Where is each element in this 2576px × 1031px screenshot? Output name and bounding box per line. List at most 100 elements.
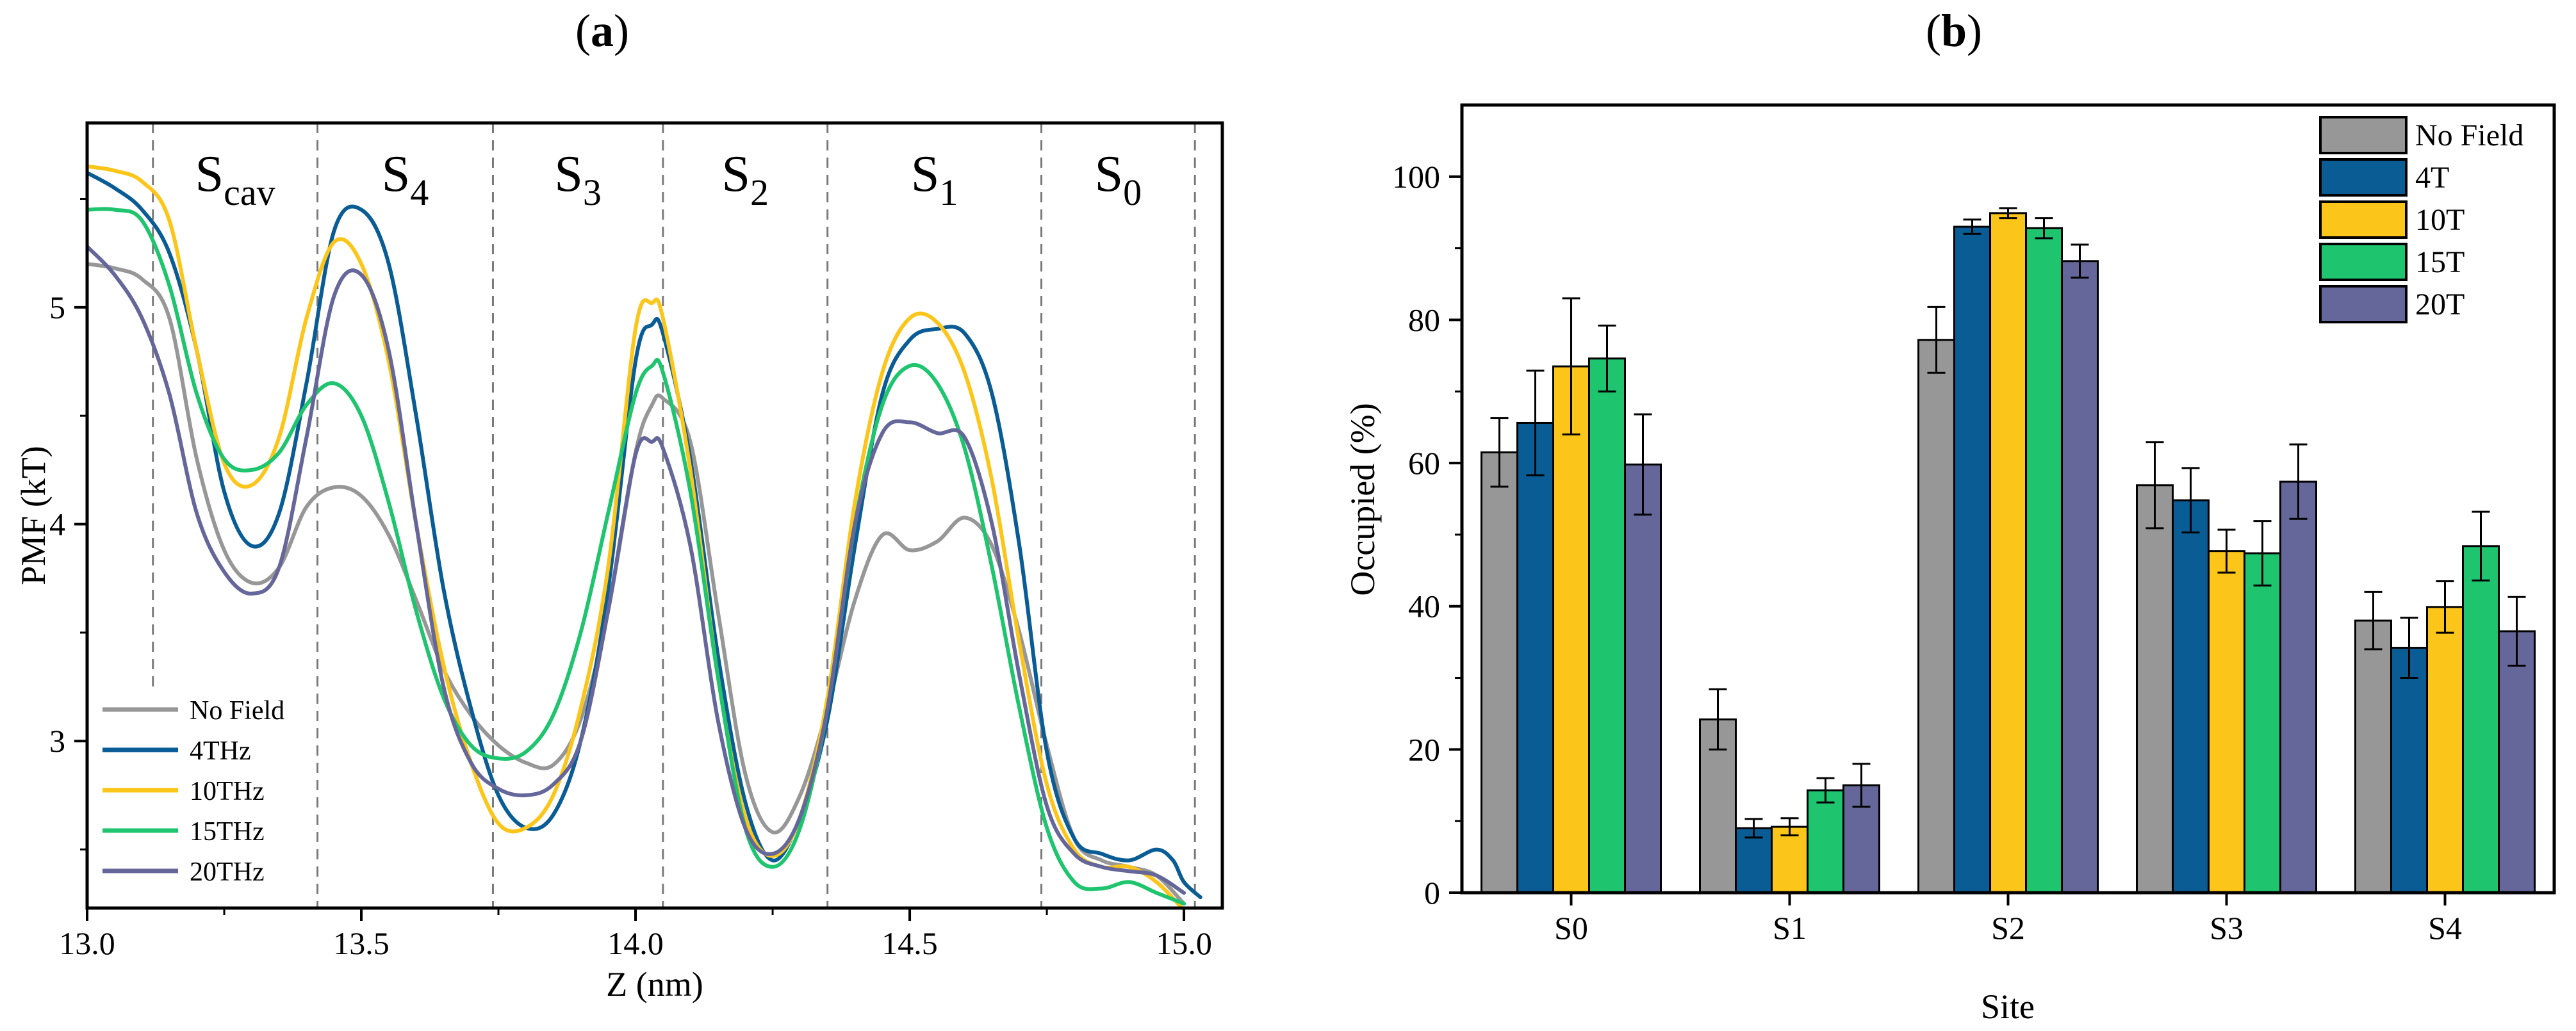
- site-label-base: S: [382, 146, 411, 202]
- bar-s3-10t: [2208, 550, 2245, 894]
- bar-s4-20t: [2498, 630, 2536, 894]
- bar-s2-4t: [1953, 225, 1991, 894]
- site-labels: Scav S4 S3 S2 S1 S0: [195, 146, 1142, 213]
- legend-swatch-15t: [2319, 243, 2408, 281]
- y-tick-label: 40: [1408, 589, 1440, 624]
- site-label-subscript: 2: [750, 172, 769, 213]
- site-label-base: S: [721, 146, 750, 202]
- panel-a-label-open: (: [575, 5, 591, 56]
- panel-a-x-axis-label: Z (nm): [606, 965, 703, 1003]
- panel-b-x-ticks: S0 S1 S2 S3 S4: [1554, 893, 2462, 946]
- y-tick-label: 20: [1408, 731, 1440, 767]
- bar-s2-20t: [2061, 260, 2099, 894]
- x-tick-label-s2: S2: [1991, 910, 2025, 946]
- site-label-s0: S0: [1095, 146, 1142, 213]
- bar-s2-no-field: [1917, 339, 1955, 894]
- site-label-s4: S4: [382, 146, 429, 213]
- panel-b-label-close: ): [1967, 5, 1982, 56]
- panel-a-label-close: ): [614, 5, 629, 56]
- bar-s2-15t: [2025, 227, 2063, 894]
- panel-b-occupancy-bar-chart: (b) S0 S1 S2 S3 S4 0 20 40 60 80 100 Site Occupie…: [1343, 5, 2556, 1026]
- y-tick-label: 60: [1408, 445, 1440, 481]
- bar-s0-15t: [1588, 357, 1626, 894]
- bar-s1-15t: [1807, 789, 1844, 894]
- legend-swatch-10t: [2319, 200, 2408, 239]
- y-tick-label: 4: [49, 507, 65, 542]
- panel-b-label-letter: b: [1941, 5, 1967, 56]
- site-boundary-lines: [152, 123, 1196, 908]
- panel-a-pmf-line-chart: (a) Scav S4 S3 S2 S1 S0 13.0 13.5 14.0 14.5 15.0 …: [14, 5, 1224, 1003]
- site-label-base: S: [554, 146, 583, 202]
- bar-s0-4t: [1516, 421, 1554, 894]
- site-label-s2: S2: [721, 146, 769, 213]
- x-tick-label: 13.5: [333, 925, 390, 961]
- bar-s4-no-field: [2354, 619, 2392, 894]
- bar-s0-10t: [1552, 365, 1590, 894]
- x-tick-label-s3: S3: [2210, 910, 2244, 946]
- panel-a-legend: No Field 4THz 10THz 15THz 20THz: [103, 696, 284, 887]
- site-label-subscript: 3: [583, 172, 602, 213]
- bar-s4-10t: [2426, 606, 2464, 894]
- site-label-subscript: 1: [939, 172, 958, 213]
- occupancy-bars: [1481, 212, 2536, 894]
- panel-a-label: (a): [575, 5, 629, 56]
- site-label-subscript: 0: [1123, 172, 1142, 213]
- bar-s3-no-field: [2136, 484, 2174, 894]
- x-tick-label-s1: S1: [1773, 910, 1807, 946]
- panel-b-label-open: (: [1926, 5, 1941, 56]
- x-tick-label-s4: S4: [2428, 910, 2462, 946]
- bar-s4-4t: [2390, 647, 2428, 894]
- panel-b-legend: No Field 4T 10T 15T 20T: [2319, 116, 2523, 323]
- pmf-line-15thz: [87, 207, 1186, 906]
- x-tick-label: 14.5: [882, 925, 938, 961]
- pmf-series-lines: [87, 164, 1202, 908]
- occupancy-error-bars: [1490, 207, 2526, 839]
- panel-b-label: (b): [1926, 5, 1982, 56]
- legend-label-no-field: No Field: [2415, 118, 2523, 152]
- legend-label-15thz: 15THz: [190, 817, 265, 847]
- bar-s0-20t: [1624, 463, 1662, 894]
- panel-b-x-axis-label: Site: [1981, 987, 2035, 1026]
- x-tick-label: 14.0: [607, 925, 664, 961]
- panel-b-y-axis-label: Occupied (%): [1343, 403, 1382, 596]
- site-label-s1: S1: [911, 146, 958, 213]
- y-tick-label: 5: [49, 289, 65, 325]
- y-tick-label: 80: [1408, 302, 1440, 337]
- panel-a-y-ticks: 3 4 5: [49, 198, 87, 851]
- x-tick-label-s0: S0: [1554, 910, 1588, 946]
- legend-swatch-4t: [2319, 158, 2408, 197]
- legend-label-10t: 10T: [2415, 203, 2465, 237]
- pmf-line-10thz: [87, 164, 1185, 908]
- bar-s3-15t: [2244, 552, 2281, 894]
- panel-a-plot-frame: [85, 121, 1224, 910]
- x-tick-label: 13.0: [59, 925, 115, 961]
- site-label-subscript: cav: [224, 172, 275, 213]
- panel-a-label-letter: a: [591, 5, 614, 56]
- y-tick-label: 3: [49, 723, 65, 759]
- panel-b-y-ticks: 0 20 40 60 80 100: [1392, 159, 1462, 911]
- legend-label-15t: 15T: [2415, 245, 2465, 279]
- site-label-base: S: [195, 146, 224, 202]
- x-tick-label: 15.0: [1156, 925, 1212, 961]
- bar-s3-4t: [2172, 499, 2210, 894]
- legend-label-20t: 20T: [2415, 288, 2465, 321]
- legend-swatch-20t: [2319, 285, 2408, 323]
- y-tick-label: 0: [1424, 875, 1440, 911]
- y-tick-label: 100: [1392, 159, 1440, 195]
- site-label-s3: S3: [554, 146, 602, 213]
- site-label-subscript: 4: [410, 172, 429, 213]
- legend-label-no-field: No Field: [190, 696, 284, 726]
- legend-label-4thz: 4THz: [190, 736, 251, 766]
- legend-label-10thz: 10THz: [190, 777, 265, 806]
- bar-s0-no-field: [1481, 451, 1518, 894]
- legend-swatch-no-field: [2319, 116, 2408, 154]
- panel-a-x-ticks: 13.0 13.5 14.0 14.5 15.0: [59, 908, 1212, 961]
- bar-s1-10t: [1771, 825, 1809, 894]
- panel-a-y-axis-label: PMF (kT): [14, 446, 53, 585]
- legend-label-20thz: 20THz: [190, 857, 265, 887]
- bar-s2-10t: [1989, 212, 2027, 894]
- bar-s4-15t: [2462, 545, 2500, 894]
- site-label-scav: Scav: [195, 146, 275, 213]
- site-label-base: S: [1095, 146, 1124, 202]
